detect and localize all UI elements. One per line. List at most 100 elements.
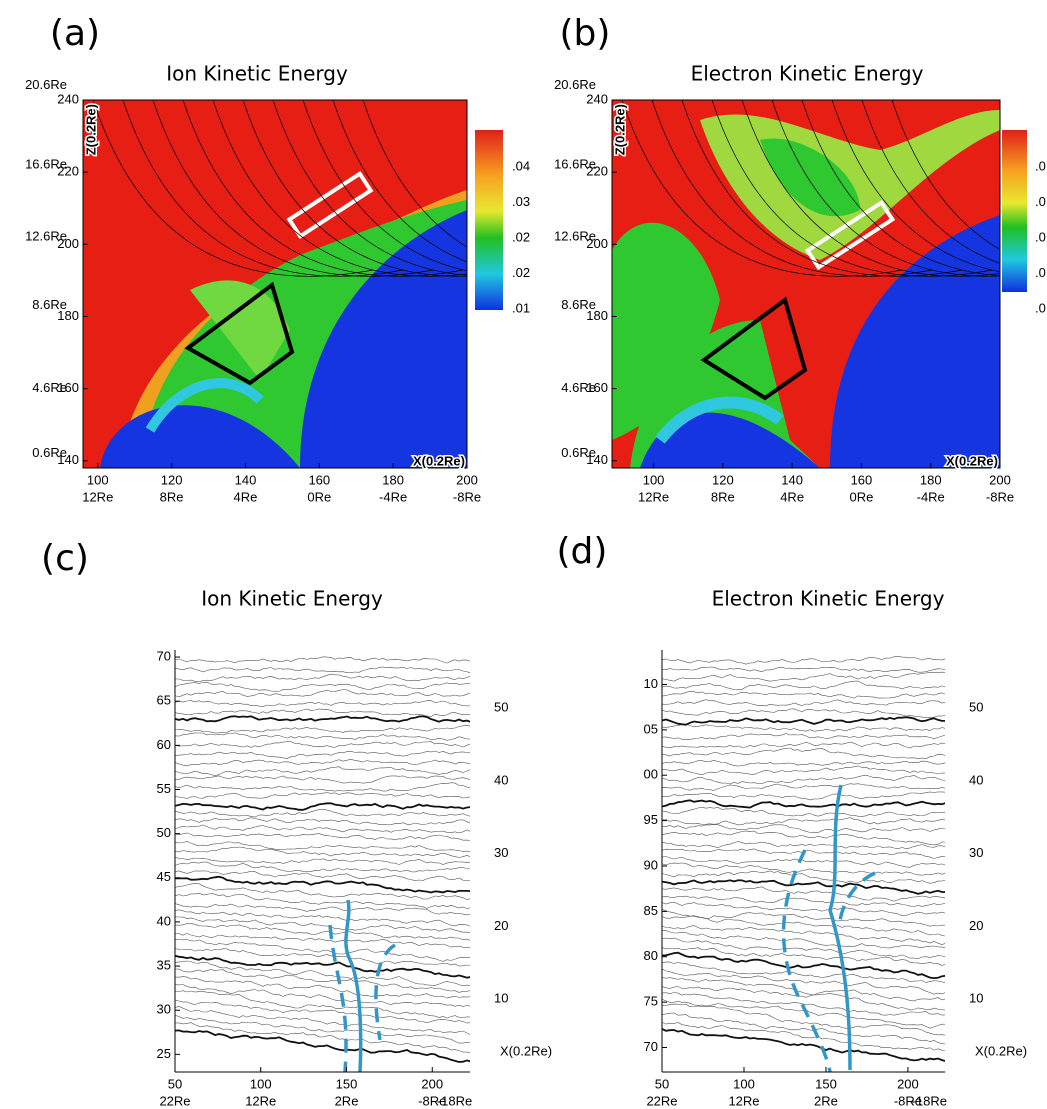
y-tick-label: 50 [157,825,171,840]
y-tick-label: 160 [57,380,79,395]
x-tick-label: 200 [421,1076,443,1091]
x2-tick-label: 8Re [160,489,184,504]
trace [662,862,945,876]
trace [662,699,945,707]
trace [175,933,470,949]
y2-tick-label: 40 [969,772,983,787]
x-tick-label: 100 [643,472,665,487]
x2-tick-label: 22Re [646,1093,677,1108]
x2-tick-label: 12Re [245,1093,276,1108]
trace [175,758,470,767]
field-line [332,100,467,263]
trace [175,832,470,841]
trace [175,802,470,811]
trace [175,923,470,941]
trace [175,976,470,999]
trace [175,1022,470,1054]
y-tick-label: 180 [586,308,608,323]
y-tick-label: 35 [157,957,171,972]
field-line [663,467,855,468]
y-tick-label: 95 [644,812,658,827]
trace [662,930,945,949]
trace [175,903,470,916]
field-line [741,100,1000,277]
trace [175,856,470,865]
field-line [651,100,933,277]
x2-tick-label: 2Re [814,1093,838,1108]
y-tick-label: 80 [644,948,658,963]
y2-tick-label: 12.6Re [554,229,596,244]
y-tick-label: 70 [644,1039,658,1054]
y2-tick-label: 0.6Re [561,445,596,460]
trace [175,741,470,748]
x-tick-label: 160 [851,472,873,487]
y-axis-label: Z(0.2Re) [612,104,627,155]
trace [662,870,945,884]
trace [175,939,470,962]
y-tick-label: 65 [157,693,171,708]
decoration [621,100,1000,468]
field-line [320,467,321,468]
trace [662,830,945,846]
x2-tick-label: -8Re [418,1093,446,1108]
x-tick-label: 100 [733,1076,755,1091]
trace [662,806,945,817]
trace [175,666,470,674]
y2-tick-label: 20 [494,918,508,933]
x-tick-label: 150 [336,1076,358,1091]
x-tick-label: 160 [308,472,330,487]
y2-tick-label: 30 [494,845,508,860]
trace [175,990,470,1019]
y2-tick-label: 10 [969,991,983,1006]
x-axis-label: X(0.2Re) [975,1043,1027,1058]
colorbar-label: .02 [512,229,530,244]
field-line [320,467,321,468]
trace [175,732,470,741]
field-line [319,467,320,468]
trace [662,968,945,995]
trace [175,724,470,734]
trace [662,783,945,791]
x2-tick-label: 4Re [234,489,258,504]
colorbar-label: .02 [512,265,530,280]
x-tick-label: 100 [250,1076,272,1091]
field-line [212,100,467,277]
trace [175,960,470,987]
y-tick-label: 75 [644,994,658,1009]
plot-frame [611,99,1001,469]
heatmap-b [612,100,1000,468]
x-tick-label: 150 [815,1076,837,1091]
plot-frame [82,99,468,469]
x2-tick-label: -8Re [894,1093,922,1108]
field-line [855,467,856,468]
y-tick-label: 140 [586,452,608,467]
trace [662,909,945,927]
trace [175,984,470,1007]
trace [662,841,945,850]
y2-tick-label: 20.6Re [25,77,67,92]
y-tick-label: 85 [644,903,658,918]
x-tick-label: 140 [235,472,257,487]
x-tick-label: 120 [712,472,734,487]
white-box [286,170,374,240]
trace [662,741,945,749]
x-tick-label: 50 [168,1076,182,1091]
x-tick-label: 50 [655,1076,669,1091]
trace [662,690,945,699]
field-line [855,467,856,468]
trace-lines [328,784,876,1073]
field-line [122,100,404,277]
trace [662,977,945,1002]
field-line [302,100,467,272]
field-line [759,467,855,468]
x-tick-label: 120 [161,472,183,487]
heatmap-a [83,100,467,468]
panel-title: Ion Kinetic Energy [201,587,383,611]
trace [662,925,945,946]
panel-label: (d) [557,531,608,572]
trace [175,916,470,934]
black-box [700,296,808,401]
field-line [320,467,321,468]
trace [662,901,945,917]
field-line [807,467,855,468]
